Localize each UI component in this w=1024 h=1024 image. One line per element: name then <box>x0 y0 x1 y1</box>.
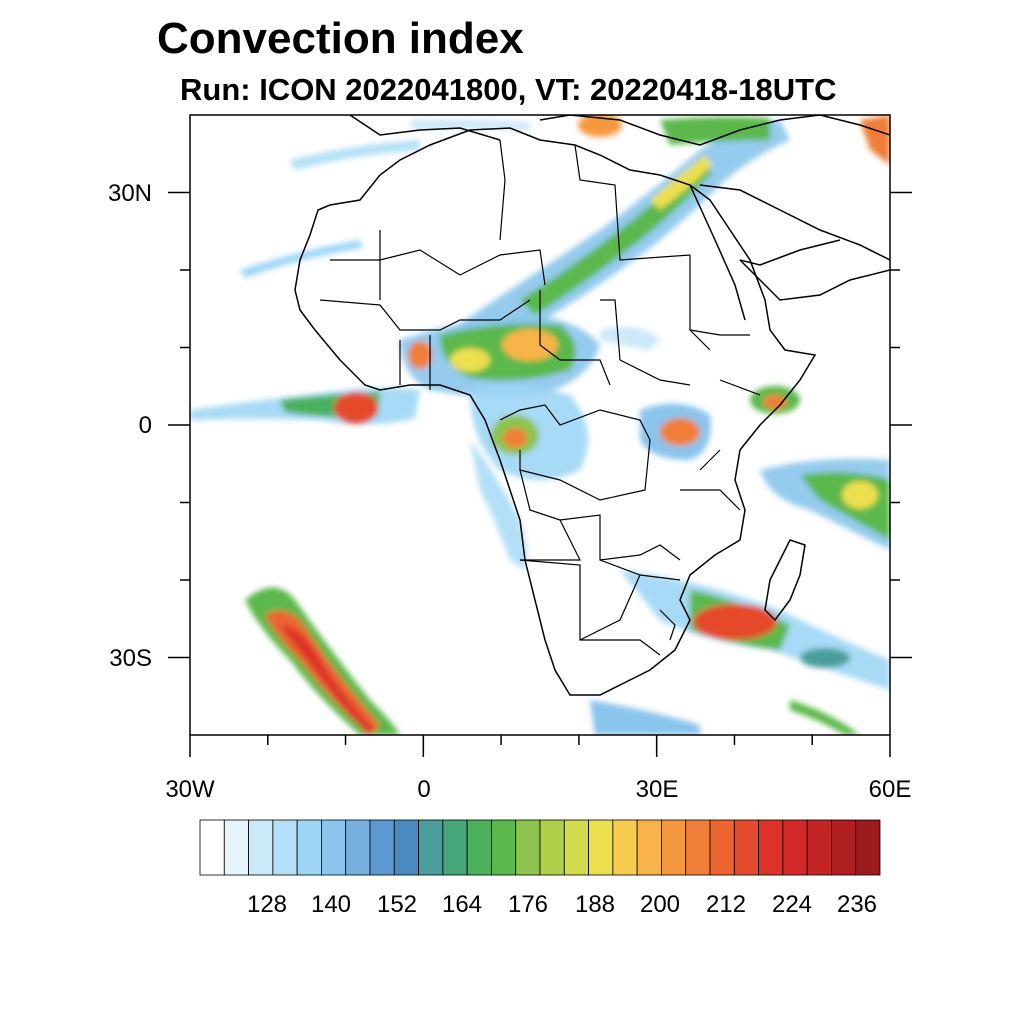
colorbar-label: 128 <box>247 891 287 918</box>
x-tick-label: 30E <box>636 776 679 803</box>
colorbar-swatch <box>515 819 541 876</box>
colorbar-swatch <box>806 819 832 876</box>
colorbar-label: 152 <box>377 891 417 918</box>
x-tick-label: 60E <box>869 776 912 803</box>
colorbar-label: 236 <box>837 891 877 918</box>
colorbar-swatch <box>223 819 249 876</box>
page-subtitle: Run: ICON 2022041800, VT: 20220418-18UTC <box>180 72 837 107</box>
colorbar-swatch <box>685 819 711 876</box>
colorbar-label: 200 <box>640 891 680 918</box>
colorbar-swatch <box>709 819 735 876</box>
coastlines <box>294 115 890 696</box>
convection-field <box>190 115 890 735</box>
colorbar-swatch <box>758 819 784 876</box>
colorbar-swatch <box>296 819 322 876</box>
y-tick-label: 30N <box>108 180 152 207</box>
colorbar-label: 224 <box>772 891 812 918</box>
colorbar-swatch <box>539 819 565 876</box>
axis-ticks <box>168 191 912 757</box>
y-tick-label: 30S <box>109 645 152 672</box>
colorbar-swatch <box>831 819 857 876</box>
colorbar-swatch <box>563 819 589 876</box>
colorbar <box>199 819 881 876</box>
y-tick-label: 0 <box>139 412 152 439</box>
x-tick-label: 30W <box>165 776 215 803</box>
country-borders <box>319 139 761 656</box>
colorbar-swatch <box>393 819 419 876</box>
colorbar-swatch <box>442 819 468 876</box>
colorbar-swatch <box>782 819 808 876</box>
colorbar-swatch <box>612 819 638 876</box>
colorbar-label: 164 <box>442 891 482 918</box>
colorbar-label: 176 <box>508 891 548 918</box>
colorbar-swatch <box>345 819 371 876</box>
colorbar-swatch <box>369 819 395 876</box>
x-tick-label: 0 <box>417 776 430 803</box>
colorbar-swatch <box>733 819 759 876</box>
colorbar-swatch <box>491 819 517 876</box>
colorbar-label: 212 <box>706 891 746 918</box>
colorbar-swatch <box>588 819 614 876</box>
colorbar-label: 188 <box>575 891 615 918</box>
colorbar-swatch <box>272 819 298 876</box>
colorbar-swatch <box>418 819 444 876</box>
colorbar-swatch <box>636 819 662 876</box>
colorbar-swatch <box>248 819 274 876</box>
colorbar-swatch <box>321 819 347 876</box>
colorbar-swatch <box>199 819 225 876</box>
colorbar-label: 140 <box>311 891 351 918</box>
page-title: Convection index <box>157 14 524 63</box>
colorbar-swatch <box>855 819 881 876</box>
colorbar-swatch <box>466 819 492 876</box>
colorbar-swatch <box>661 819 687 876</box>
